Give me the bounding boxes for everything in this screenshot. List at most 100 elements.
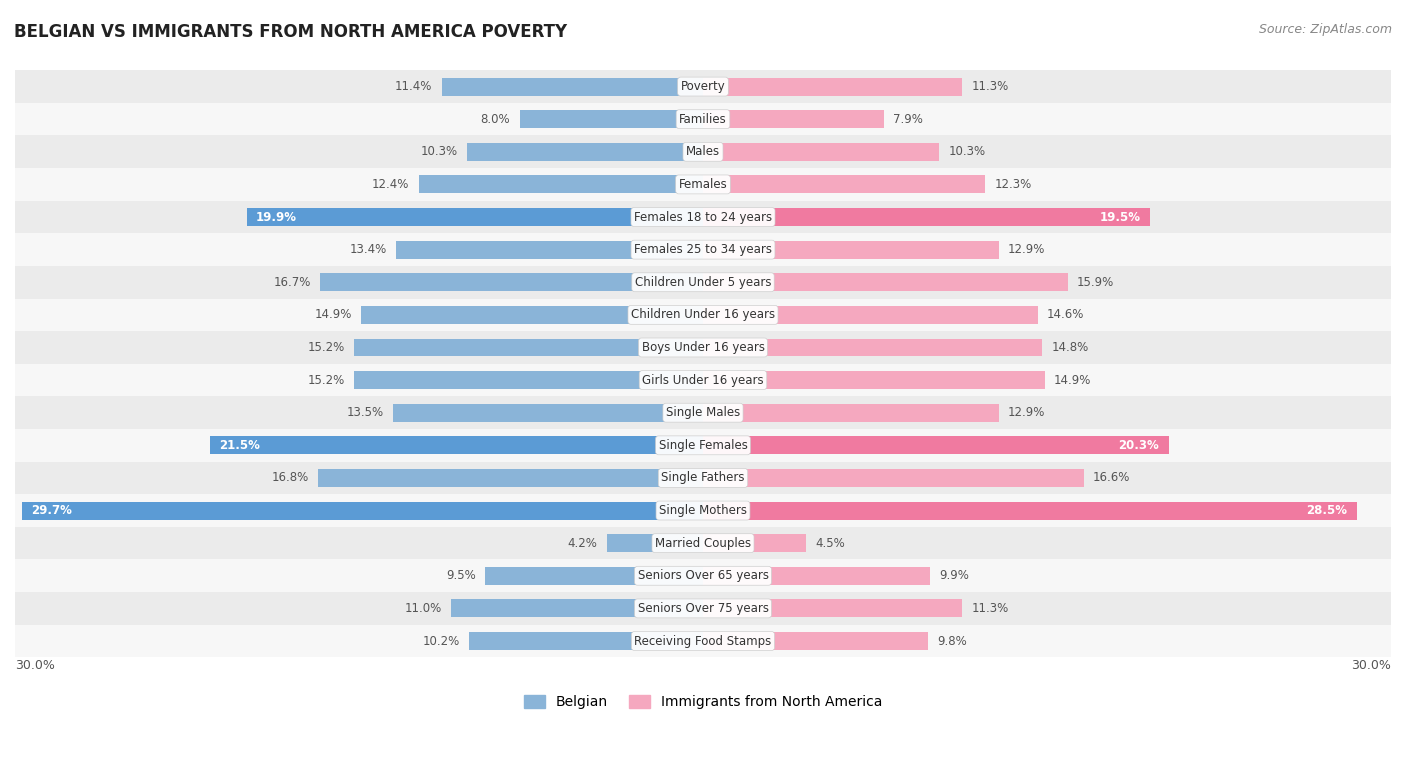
Text: 19.9%: 19.9%	[256, 211, 297, 224]
Text: 11.3%: 11.3%	[972, 602, 1008, 615]
Text: 13.5%: 13.5%	[347, 406, 384, 419]
Text: 4.2%: 4.2%	[568, 537, 598, 550]
Bar	[15, 299, 1391, 331]
Bar	[703, 175, 986, 193]
Bar	[209, 437, 703, 454]
Text: 9.9%: 9.9%	[939, 569, 969, 582]
Bar	[246, 208, 703, 226]
Text: Single Females: Single Females	[658, 439, 748, 452]
Bar	[520, 110, 703, 128]
Bar	[15, 429, 1391, 462]
Bar	[15, 103, 1391, 136]
Text: 11.4%: 11.4%	[395, 80, 433, 93]
Text: 11.0%: 11.0%	[405, 602, 441, 615]
Bar	[354, 371, 703, 389]
Text: Girls Under 16 years: Girls Under 16 years	[643, 374, 763, 387]
Text: 13.4%: 13.4%	[349, 243, 387, 256]
Bar	[703, 143, 939, 161]
Bar	[703, 567, 929, 584]
Bar	[15, 364, 1391, 396]
Text: 16.8%: 16.8%	[271, 471, 308, 484]
Bar	[451, 600, 703, 617]
Bar	[354, 339, 703, 356]
Text: 15.2%: 15.2%	[308, 341, 346, 354]
Text: Boys Under 16 years: Boys Under 16 years	[641, 341, 765, 354]
Bar	[321, 274, 703, 291]
Bar	[361, 306, 703, 324]
Bar	[703, 274, 1067, 291]
Bar	[15, 527, 1391, 559]
Text: 19.5%: 19.5%	[1099, 211, 1142, 224]
Text: 15.9%: 15.9%	[1077, 276, 1114, 289]
Bar	[15, 462, 1391, 494]
Bar	[703, 632, 928, 650]
Text: Source: ZipAtlas.com: Source: ZipAtlas.com	[1258, 23, 1392, 36]
Text: Females: Females	[679, 178, 727, 191]
Bar	[394, 404, 703, 421]
Text: BELGIAN VS IMMIGRANTS FROM NORTH AMERICA POVERTY: BELGIAN VS IMMIGRANTS FROM NORTH AMERICA…	[14, 23, 567, 41]
Bar	[15, 331, 1391, 364]
Bar	[15, 70, 1391, 103]
Bar	[703, 534, 806, 552]
Text: Receiving Food Stamps: Receiving Food Stamps	[634, 634, 772, 647]
Text: 8.0%: 8.0%	[481, 113, 510, 126]
Text: 12.3%: 12.3%	[994, 178, 1032, 191]
Bar	[15, 168, 1391, 201]
Text: 12.9%: 12.9%	[1008, 406, 1046, 419]
Bar	[703, 502, 1357, 519]
Text: 10.2%: 10.2%	[423, 634, 460, 647]
Text: 14.8%: 14.8%	[1052, 341, 1088, 354]
Bar	[703, 110, 884, 128]
Text: Single Males: Single Males	[666, 406, 740, 419]
Text: 14.9%: 14.9%	[315, 309, 352, 321]
Bar	[703, 469, 1084, 487]
Bar	[395, 241, 703, 258]
Text: 30.0%: 30.0%	[15, 659, 55, 672]
Text: 29.7%: 29.7%	[31, 504, 72, 517]
Bar	[703, 77, 962, 96]
Legend: Belgian, Immigrants from North America: Belgian, Immigrants from North America	[519, 690, 887, 715]
Text: 11.3%: 11.3%	[972, 80, 1008, 93]
Text: Children Under 16 years: Children Under 16 years	[631, 309, 775, 321]
Text: 16.6%: 16.6%	[1092, 471, 1130, 484]
Bar	[15, 592, 1391, 625]
Text: Children Under 5 years: Children Under 5 years	[634, 276, 772, 289]
Bar	[419, 175, 703, 193]
Text: 9.8%: 9.8%	[936, 634, 967, 647]
Bar	[703, 208, 1150, 226]
Text: 14.9%: 14.9%	[1054, 374, 1091, 387]
Bar	[22, 502, 703, 519]
Text: 12.4%: 12.4%	[373, 178, 409, 191]
Text: 21.5%: 21.5%	[219, 439, 260, 452]
Text: Single Fathers: Single Fathers	[661, 471, 745, 484]
Bar	[703, 241, 998, 258]
Text: 14.6%: 14.6%	[1047, 309, 1084, 321]
Bar	[15, 201, 1391, 233]
Bar	[485, 567, 703, 584]
Bar	[15, 559, 1391, 592]
Bar	[15, 625, 1391, 657]
Text: Poverty: Poverty	[681, 80, 725, 93]
Text: 30.0%: 30.0%	[1351, 659, 1391, 672]
Text: 20.3%: 20.3%	[1119, 439, 1160, 452]
Text: Families: Families	[679, 113, 727, 126]
Bar	[703, 600, 962, 617]
Text: Seniors Over 65 years: Seniors Over 65 years	[637, 569, 769, 582]
Text: 10.3%: 10.3%	[420, 146, 457, 158]
Bar	[15, 266, 1391, 299]
Bar	[15, 136, 1391, 168]
Bar	[15, 233, 1391, 266]
Bar	[470, 632, 703, 650]
Bar	[606, 534, 703, 552]
Bar	[703, 371, 1045, 389]
Text: Females 25 to 34 years: Females 25 to 34 years	[634, 243, 772, 256]
Bar	[703, 306, 1038, 324]
Text: Males: Males	[686, 146, 720, 158]
Text: 7.9%: 7.9%	[893, 113, 924, 126]
Text: Married Couples: Married Couples	[655, 537, 751, 550]
Bar	[15, 396, 1391, 429]
Bar	[703, 437, 1168, 454]
Text: 10.3%: 10.3%	[949, 146, 986, 158]
Text: 16.7%: 16.7%	[273, 276, 311, 289]
Text: Seniors Over 75 years: Seniors Over 75 years	[637, 602, 769, 615]
